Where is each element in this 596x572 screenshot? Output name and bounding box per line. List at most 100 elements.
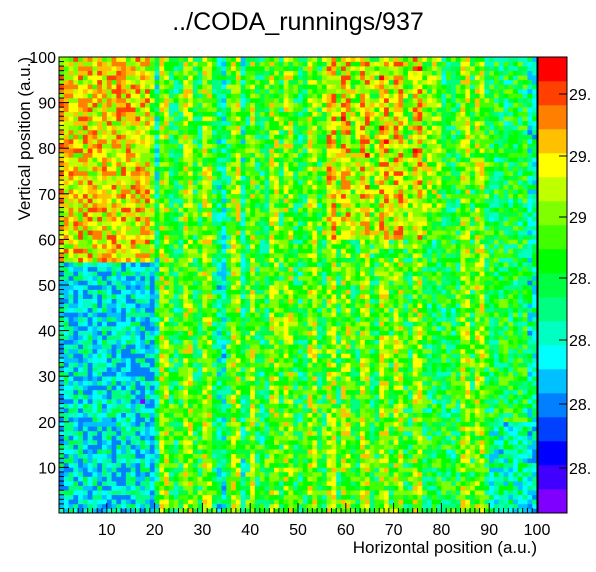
- heatmap-cell: [188, 380, 194, 386]
- heatmap-cell: [288, 66, 294, 71]
- heatmap-cell: [192, 508, 198, 514]
- heatmap-cell: [231, 294, 237, 299]
- heatmap-cell: [216, 453, 222, 459]
- heatmap-cell: [63, 225, 69, 231]
- heatmap-cell: [207, 312, 213, 318]
- heatmap-cell: [73, 440, 79, 445]
- heatmap-cell: [231, 57, 237, 62]
- heatmap-cell: [164, 367, 170, 372]
- heatmap-cell: [211, 221, 218, 227]
- heatmap-cell: [288, 84, 294, 90]
- heatmap-cell: [149, 275, 155, 281]
- heatmap-cell: [111, 143, 117, 149]
- heatmap-cell: [92, 143, 98, 149]
- heatmap-cell: [130, 394, 136, 400]
- heatmap-cell: [164, 385, 170, 391]
- heatmap-cell: [73, 394, 79, 400]
- heatmap-cell: [293, 321, 299, 327]
- heatmap-cell: [149, 430, 155, 436]
- heatmap-cell: [178, 216, 184, 222]
- heatmap-cell: [259, 421, 265, 427]
- heatmap-cell: [283, 248, 289, 254]
- heatmap-cell: [278, 239, 284, 245]
- heatmap-cell: [283, 353, 289, 359]
- heatmap-cell: [245, 408, 251, 413]
- heatmap-cell: [221, 362, 227, 368]
- heatmap-cell: [188, 321, 194, 327]
- heatmap-cell: [197, 75, 203, 81]
- heatmap-cell: [211, 494, 218, 500]
- heatmap-cell: [192, 157, 198, 163]
- heatmap-cell: [135, 367, 141, 372]
- heatmap-cell: [116, 275, 122, 281]
- heatmap-cell: [278, 262, 284, 268]
- heatmap-cell: [116, 79, 122, 85]
- heatmap-cell: [102, 367, 108, 372]
- heatmap-cell: [278, 403, 284, 409]
- heatmap-cell: [259, 444, 265, 450]
- heatmap-cell: [283, 120, 289, 126]
- heatmap-cell: [264, 339, 270, 345]
- heatmap-cell: [226, 303, 232, 309]
- heatmap-cell: [78, 435, 84, 441]
- heatmap-cell: [226, 430, 232, 436]
- heatmap-cell: [159, 134, 165, 140]
- heatmap-cell: [82, 499, 88, 505]
- heatmap-cell: [235, 152, 241, 158]
- heatmap-cell: [68, 184, 74, 190]
- heatmap-cell: [111, 161, 117, 167]
- heatmap-cell: [240, 225, 246, 231]
- heatmap-cell: [106, 171, 112, 176]
- heatmap-cell: [188, 426, 194, 432]
- heatmap-cell: [63, 485, 69, 491]
- heatmap-cell: [145, 353, 151, 359]
- heatmap-cell: [283, 335, 289, 341]
- heatmap-cell: [106, 408, 112, 413]
- heatmap-cell: [97, 494, 103, 500]
- heatmap-cell: [245, 421, 251, 427]
- heatmap-cell: [59, 280, 65, 286]
- heatmap-cell: [59, 371, 65, 377]
- heatmap-cell: [264, 120, 270, 126]
- heatmap-cell: [116, 376, 122, 382]
- heatmap-cell: [145, 399, 151, 404]
- heatmap-cell: [173, 98, 179, 103]
- heatmap-cell: [130, 248, 136, 254]
- heatmap-cell: [87, 490, 93, 496]
- heatmap-cell: [78, 212, 84, 217]
- heatmap-cell: [178, 371, 184, 377]
- heatmap-cell: [221, 449, 227, 455]
- heatmap-cell: [149, 394, 155, 400]
- heatmap-cell: [235, 111, 241, 117]
- heatmap-cell: [259, 499, 265, 505]
- heatmap-cell: [130, 253, 136, 258]
- heatmap-cell: [274, 102, 280, 108]
- heatmap-cell: [59, 84, 65, 90]
- heatmap-cell: [245, 417, 251, 423]
- heatmap-cell: [288, 166, 294, 172]
- heatmap-cell: [149, 262, 155, 268]
- heatmap-cell: [192, 107, 198, 113]
- heatmap-cell: [106, 216, 112, 222]
- heatmap-cell: [278, 102, 284, 108]
- heatmap-cell: [68, 440, 74, 445]
- heatmap-cell: [183, 298, 189, 304]
- heatmap-cell: [82, 253, 88, 258]
- heatmap-cell: [269, 248, 275, 254]
- heatmap-cell: [149, 225, 155, 231]
- heatmap-cell: [221, 481, 227, 486]
- heatmap-cell: [207, 376, 213, 382]
- heatmap-cell: [254, 207, 261, 213]
- heatmap-cell: [125, 303, 131, 309]
- heatmap-cell: [250, 102, 256, 108]
- heatmap-cell: [278, 107, 284, 113]
- heatmap-cell: [73, 508, 79, 514]
- heatmap-cell: [283, 440, 289, 445]
- heatmap-cell: [183, 481, 189, 486]
- heatmap-cell: [173, 376, 179, 382]
- heatmap-cell: [192, 120, 198, 126]
- heatmap-cell: [188, 161, 194, 167]
- heatmap-cell: [192, 225, 198, 231]
- heatmap-cell: [82, 458, 88, 464]
- heatmap-cell: [73, 66, 79, 71]
